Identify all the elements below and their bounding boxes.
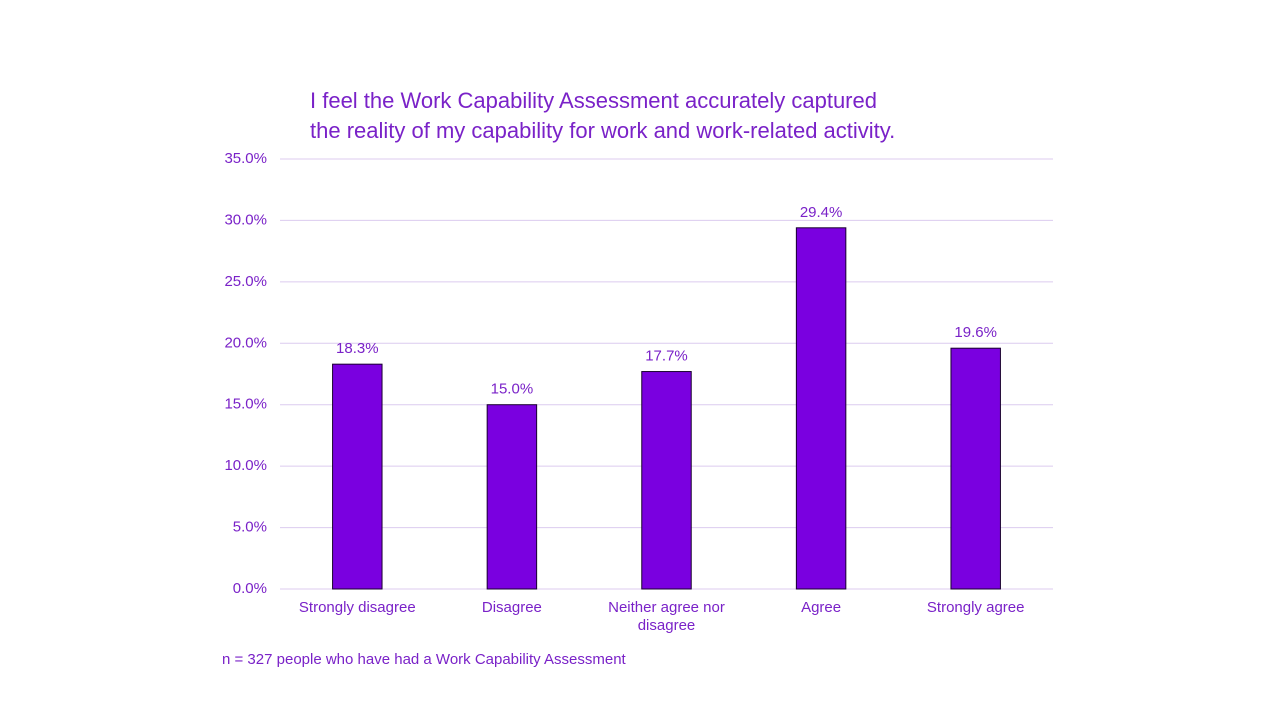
bar (332, 363, 383, 590)
data-label: 15.0% (491, 381, 534, 398)
x-tick-label: Neither agree nor disagree (608, 599, 725, 634)
y-tick-label: 30.0% (224, 211, 267, 228)
y-tick-label: 35.0% (224, 150, 267, 167)
y-tick-label: 10.0% (224, 457, 267, 474)
data-label: 29.4% (800, 204, 843, 221)
y-tick-label: 0.0% (233, 580, 267, 597)
x-tick-label: Disagree (481, 599, 542, 616)
bar (486, 404, 538, 590)
data-label: 19.6% (954, 324, 997, 341)
data-label: 18.3% (336, 340, 379, 357)
bar (950, 347, 1001, 590)
y-tick-label: 5.0% (233, 519, 267, 536)
y-tick-label: 20.0% (224, 334, 267, 351)
chart-title: I feel the Work Capability Assessment ac… (310, 88, 877, 113)
x-tick-label: Strongly disagree (298, 599, 416, 616)
footnote: n = 327 people who have had a Work Capab… (222, 651, 627, 668)
x-tick-label: Strongly agree (926, 599, 1025, 616)
data-label: 17.7% (645, 348, 688, 365)
y-tick-label: 15.0% (224, 396, 267, 413)
bar (795, 227, 847, 590)
y-tick-label: 25.0% (224, 273, 267, 290)
chart-title: the reality of my capability for work an… (310, 118, 895, 143)
x-tick-label: Agree (801, 599, 842, 616)
bar (641, 371, 692, 590)
